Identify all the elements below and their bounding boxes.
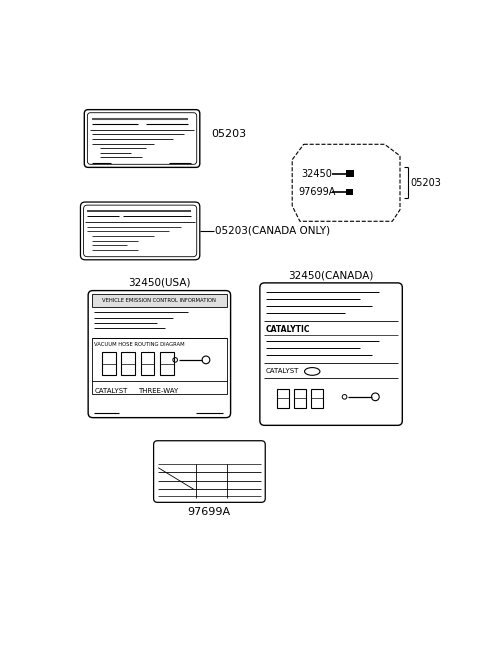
Bar (277, 389, 289, 407)
Bar (311, 389, 323, 407)
Bar (294, 389, 306, 407)
Text: 32450(CANADA): 32450(CANADA) (288, 270, 373, 280)
Bar (92, 338, 227, 394)
Text: VACUUM HOSE ROUTING DIAGRAM: VACUUM HOSE ROUTING DIAGRAM (94, 342, 185, 347)
Bar (141, 352, 155, 375)
Text: 05203: 05203 (211, 129, 246, 139)
Text: 97699A: 97699A (299, 187, 336, 197)
Text: 32450: 32450 (301, 169, 332, 179)
Bar (92, 294, 227, 307)
Bar (102, 352, 116, 375)
Text: 32450(USA): 32450(USA) (128, 278, 190, 288)
Text: 05203: 05203 (410, 178, 441, 188)
Bar (346, 189, 353, 195)
Text: 05203(CANADA ONLY): 05203(CANADA ONLY) (215, 225, 330, 235)
Bar (121, 352, 135, 375)
Text: CATALYTIC: CATALYTIC (266, 325, 311, 334)
Text: THREE-WAY: THREE-WAY (138, 388, 179, 394)
Text: CATALYST: CATALYST (266, 369, 300, 374)
Text: CATALYST: CATALYST (94, 388, 128, 394)
Bar (346, 170, 354, 177)
Text: VEHICLE EMISSION CONTROL INFORMATION: VEHICLE EMISSION CONTROL INFORMATION (102, 298, 216, 303)
Bar (160, 352, 174, 375)
Text: 97699A: 97699A (188, 507, 230, 516)
